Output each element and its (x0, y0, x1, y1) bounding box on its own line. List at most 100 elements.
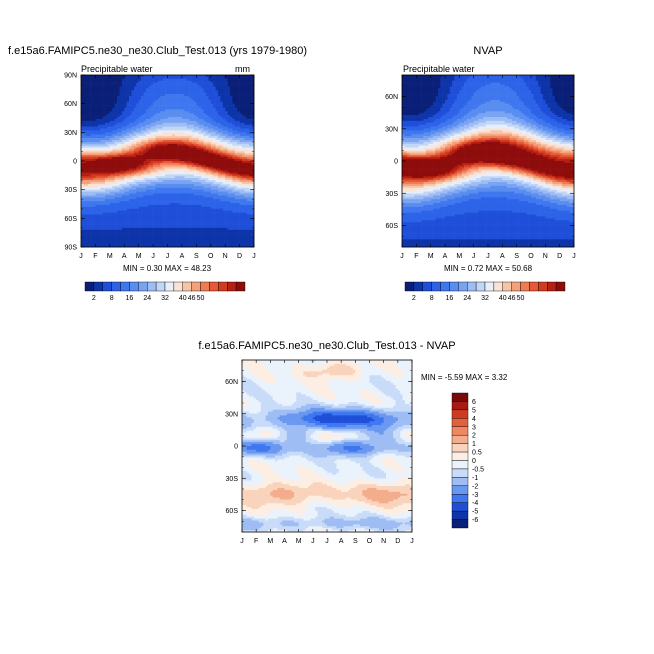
heatmap-cell (141, 188, 144, 190)
heatmap-cell (110, 142, 113, 144)
heatmap-cell (208, 127, 211, 129)
heatmap-cell (117, 205, 120, 207)
heatmap-cell (110, 85, 113, 87)
heatmap-cell (211, 176, 214, 178)
heatmap-cell (163, 129, 166, 131)
heatmap-cell (148, 197, 151, 199)
heatmap-cell (158, 148, 161, 150)
heatmap-cell (93, 161, 96, 163)
heatmap-cell (199, 197, 202, 199)
heatmap-cell (213, 77, 216, 79)
heatmap-cell (107, 157, 110, 159)
heatmap-cell (98, 195, 101, 197)
heatmap-cell (211, 188, 214, 190)
heatmap-cell (155, 79, 158, 81)
heatmap-cell (170, 85, 173, 87)
heatmap-cell (117, 157, 120, 159)
heatmap-cell (100, 102, 103, 104)
heatmap-cell (192, 174, 195, 176)
heatmap-cell (81, 79, 84, 81)
heatmap-cell (244, 83, 247, 85)
heatmap-cell (163, 146, 166, 148)
heatmap-cell (220, 113, 223, 115)
heatmap-cell (177, 178, 180, 180)
heatmap-cell (218, 88, 221, 90)
heatmap-cell (170, 165, 173, 167)
heatmap-cell (165, 195, 168, 197)
heatmap-cell (151, 169, 154, 171)
heatmap-cell (175, 127, 178, 129)
heatmap-cell (228, 104, 231, 106)
heatmap-cell (168, 98, 171, 100)
heatmap-cell (208, 106, 211, 108)
heatmap-cell (81, 94, 84, 96)
heatmap-cell (194, 190, 197, 192)
heatmap-cell (81, 182, 84, 184)
heatmap-cell (247, 203, 250, 205)
heatmap-cell (237, 102, 240, 104)
heatmap-cell (177, 106, 180, 108)
heatmap-cell (93, 111, 96, 113)
heatmap-cell (165, 146, 168, 148)
heatmap-cell (199, 79, 202, 81)
heatmap-cell (93, 207, 96, 209)
heatmap-cell (242, 140, 245, 142)
heatmap-cell (88, 151, 91, 153)
heatmap-cell (160, 109, 163, 111)
heatmap-cell (201, 129, 204, 131)
heatmap-cell (81, 184, 84, 186)
heatmap-cell (155, 130, 158, 132)
heatmap-cell (105, 155, 108, 157)
heatmap-cell (201, 96, 204, 98)
heatmap-cell (105, 79, 108, 81)
heatmap-cell (151, 96, 154, 98)
heatmap-cell (220, 79, 223, 81)
heatmap-cell (129, 178, 132, 180)
heatmap-cell (146, 77, 149, 79)
heatmap-cell (129, 207, 132, 209)
heatmap-cell (182, 155, 185, 157)
heatmap-cell (122, 140, 125, 142)
heatmap-cell (83, 90, 86, 92)
heatmap-cell (208, 155, 211, 157)
heatmap-cell (100, 129, 103, 131)
heatmap-cell (223, 167, 226, 169)
heatmap-cell (240, 119, 243, 121)
heatmap-cell (146, 205, 149, 207)
heatmap-cell (249, 115, 252, 117)
heatmap-cell (155, 157, 158, 159)
heatmap-cell (244, 106, 247, 108)
heatmap-cell (107, 165, 110, 167)
heatmap-cell (107, 83, 110, 85)
heatmap-cell (83, 96, 86, 98)
heatmap-cell (240, 193, 243, 195)
heatmap-cell (204, 86, 207, 88)
heatmap-cell (170, 130, 173, 132)
heatmap-cell (117, 146, 120, 148)
heatmap-cell (155, 86, 158, 88)
heatmap-cell (170, 174, 173, 176)
heatmap-cell (112, 88, 115, 90)
heatmap-cell (247, 117, 250, 119)
heatmap-cell (192, 132, 195, 134)
heatmap-cell (127, 167, 130, 169)
heatmap-cell (235, 129, 238, 131)
heatmap-cell (201, 77, 204, 79)
heatmap-cell (107, 153, 110, 155)
heatmap-cell (192, 96, 195, 98)
heatmap-cell (247, 90, 250, 92)
heatmap-cell (95, 150, 98, 152)
heatmap-cell (177, 86, 180, 88)
heatmap-cell (184, 182, 187, 184)
heatmap-cell (91, 100, 94, 102)
heatmap-cell (177, 186, 180, 188)
heatmap-cell (180, 140, 183, 142)
heatmap-cell (244, 123, 247, 125)
heatmap-cell (172, 130, 175, 132)
heatmap-cell (86, 130, 89, 132)
heatmap-cell (194, 163, 197, 165)
heatmap-cell (93, 150, 96, 152)
heatmap-cell (83, 125, 86, 127)
heatmap-cell (93, 184, 96, 186)
heatmap-cell (194, 142, 197, 144)
